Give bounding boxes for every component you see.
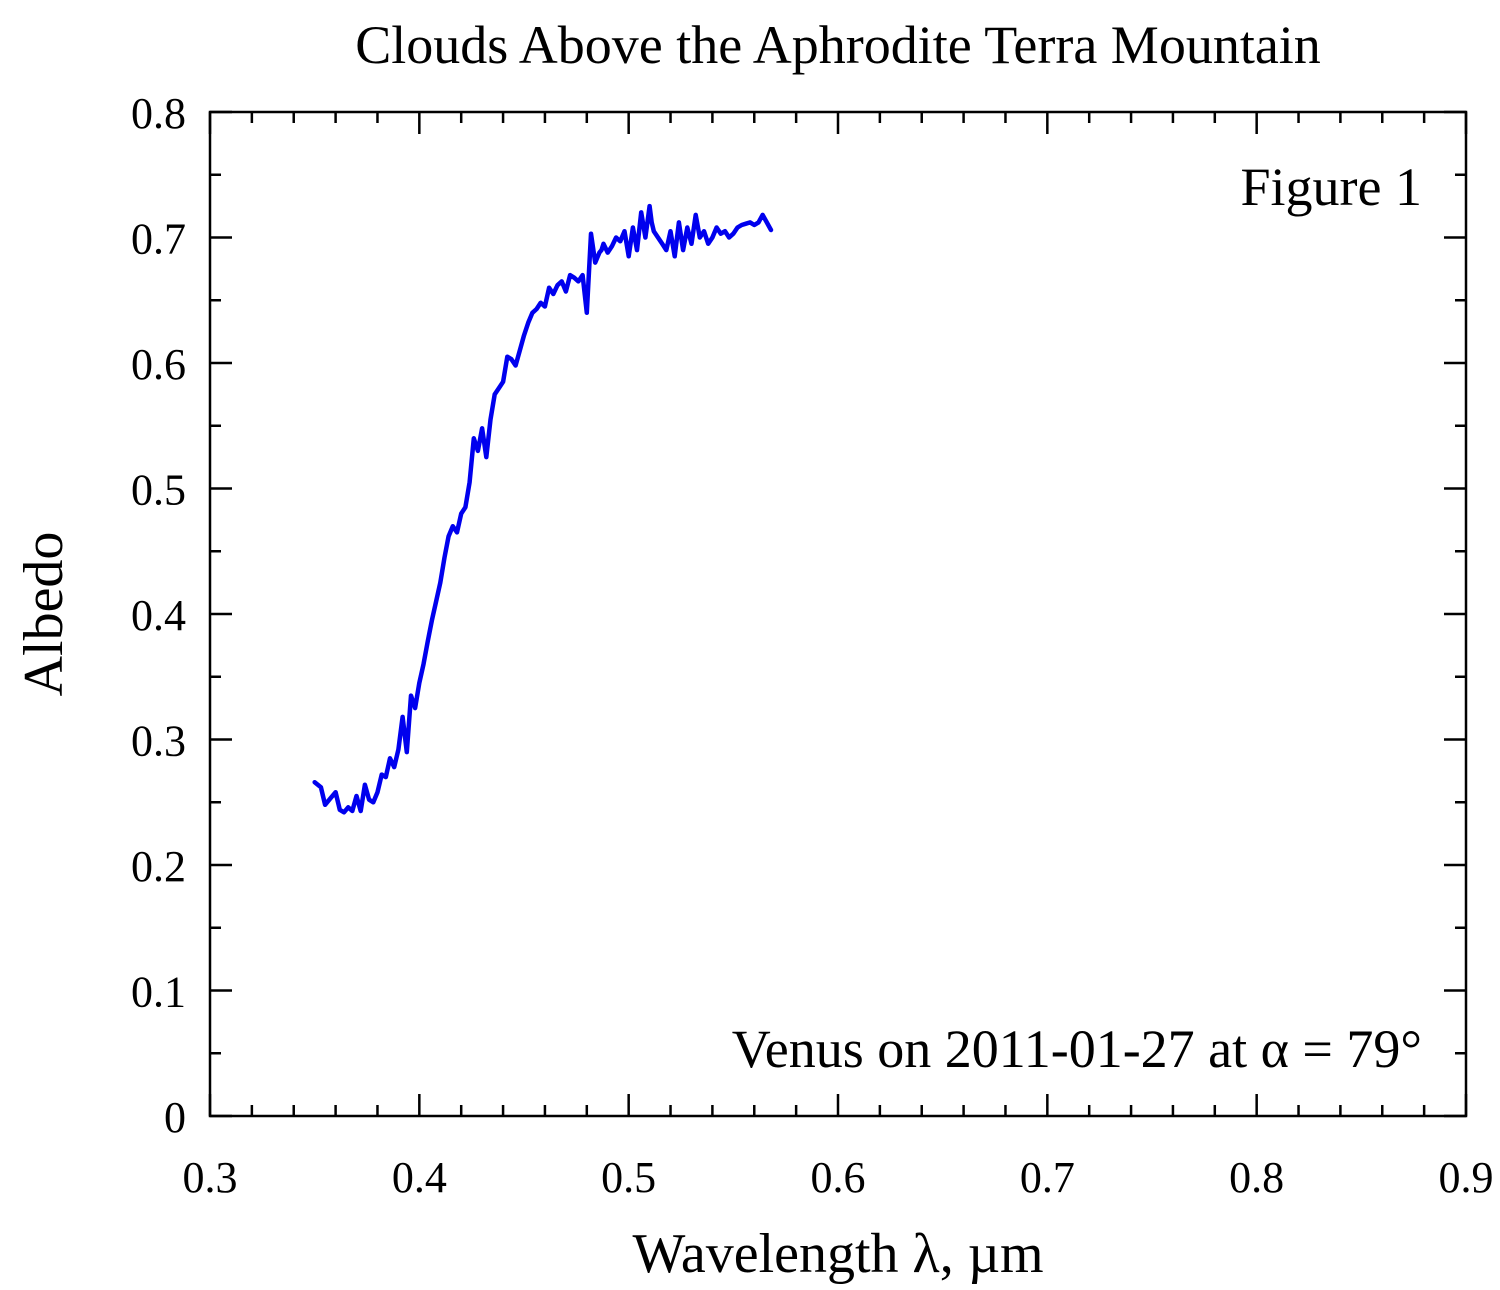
y-axis-label: Albedo	[13, 532, 75, 697]
x-tick-label: 0.5	[601, 1153, 656, 1202]
albedo-series-line	[312, 203, 774, 815]
y-tick-label: 0.5	[131, 466, 186, 515]
y-tick-label: 0.7	[131, 215, 186, 264]
y-tick-label: 0.1	[131, 968, 186, 1017]
axis-ticks	[208, 110, 1468, 1118]
y-tick-label: 0.3	[131, 717, 186, 766]
y-tick-label: 0	[164, 1093, 186, 1142]
figure-label: Figure 1	[1241, 157, 1423, 217]
tick-labels: 0.3 0.4 0.5 0.6 0.7 0.8 0.9 0 0.1 0.2 0.3 0.4 0.5 0.6…	[131, 89, 1494, 1202]
x-tick-label: 0.4	[392, 1153, 447, 1202]
x-tick-label: 0.8	[1229, 1153, 1284, 1202]
x-tick-label: 0.9	[1439, 1153, 1494, 1202]
x-tick-label: 0.3	[183, 1153, 238, 1202]
chart-title: Clouds Above the Aphrodite Terra Mountai…	[355, 15, 1321, 75]
x-tick-label: 0.6	[811, 1153, 866, 1202]
y-tick-label: 0.8	[131, 89, 186, 138]
y-tick-label: 0.2	[131, 842, 186, 891]
plot-frame	[208, 110, 1468, 1118]
x-tick-label: 0.7	[1020, 1153, 1075, 1202]
x-axis-label: Wavelength λ, µm	[632, 1223, 1043, 1285]
y-tick-label: 0.6	[131, 340, 186, 389]
observation-note: Venus on 2011-01-27 at α = 79°	[732, 1019, 1422, 1079]
y-tick-label: 0.4	[131, 591, 186, 640]
